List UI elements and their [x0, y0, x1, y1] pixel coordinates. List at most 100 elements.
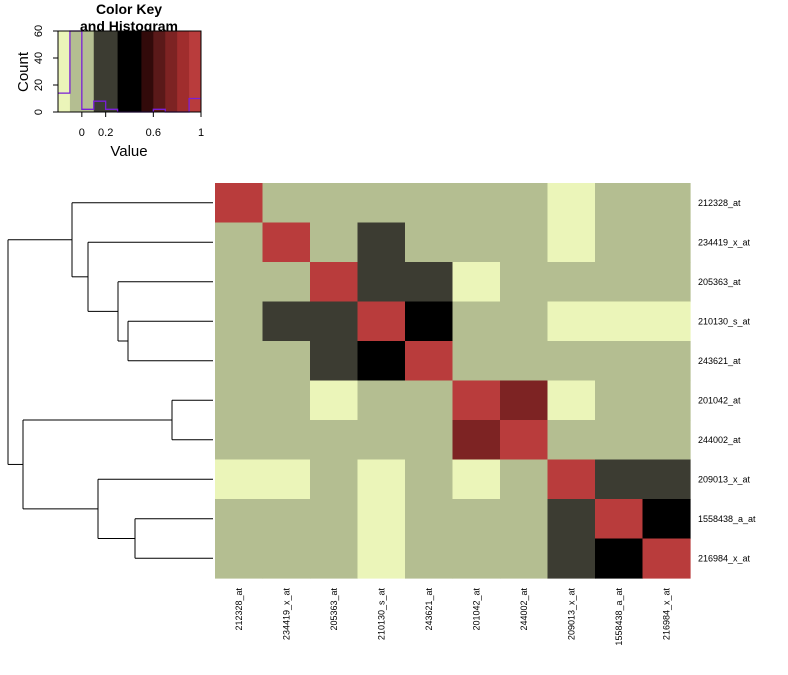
color-key-swatch — [69, 31, 83, 112]
heatmap-cell — [357, 183, 406, 224]
color-key-swatch — [177, 31, 190, 112]
row-label: 243621_at — [698, 356, 741, 366]
heatmap-cell — [500, 341, 549, 382]
heatmap-cell — [310, 222, 359, 263]
heatmap-cell — [500, 380, 549, 421]
heatmap-cell — [405, 262, 454, 303]
column-label: 209013_x_at — [566, 588, 576, 641]
heatmap-cell — [452, 262, 501, 303]
heatmap-cell — [262, 420, 311, 461]
heatmap-cell — [310, 301, 359, 342]
heatmap-cell — [310, 341, 359, 382]
y-tick-label: 0 — [33, 109, 45, 115]
heatmap-cell — [357, 459, 406, 500]
heatmap-cell — [405, 380, 454, 421]
heatmap-cell — [595, 538, 644, 579]
x-tick-label: 1 — [198, 127, 204, 139]
heatmap-cell — [215, 420, 264, 461]
heatmap-cell — [215, 341, 264, 382]
heatmap-cell — [405, 420, 454, 461]
row-label: 244002_at — [698, 435, 741, 445]
heatmap-cell — [452, 183, 501, 224]
row-label: 205363_at — [698, 277, 741, 287]
column-label: 216984_x_at — [661, 588, 671, 641]
heatmap-cell — [547, 420, 596, 461]
heatmap-cell — [310, 380, 359, 421]
column-label: 212328_at — [234, 588, 244, 631]
heatmap-cell — [262, 499, 311, 540]
heatmap-cell — [595, 380, 644, 421]
heatmap-cell — [405, 538, 454, 579]
heatmap-cell — [310, 499, 359, 540]
color-key-swatch — [105, 31, 119, 112]
heatmap-cell — [642, 262, 691, 303]
heatmap-cell — [215, 538, 264, 579]
heatmap-cell — [405, 301, 454, 342]
heatmap-cell — [500, 183, 549, 224]
heatmap-cell — [405, 459, 454, 500]
heatmap-cell — [357, 301, 406, 342]
heatmap-cell — [357, 341, 406, 382]
heatmap-cell — [500, 499, 549, 540]
heatmap-cell — [547, 538, 596, 579]
heatmap-cell — [262, 380, 311, 421]
heatmap-cell — [452, 420, 501, 461]
column-label: 210130_s_at — [376, 588, 386, 641]
heatmap-cell — [642, 459, 691, 500]
color-key-x-axis-label: Value — [110, 143, 147, 160]
heatmap-cell — [547, 262, 596, 303]
x-tick-label: 0 — [79, 127, 85, 139]
heatmap-row-labels: 212328_at 234419_x_at 205363_at 210130_s_at… — [698, 198, 756, 564]
column-label: 243621_at — [424, 588, 434, 631]
heatmap-cell — [500, 538, 549, 579]
row-label: 212328_at — [698, 198, 741, 208]
y-tick-label: 40 — [33, 52, 45, 64]
color-key-y-axis-label: Count — [15, 51, 32, 92]
heatmap-cell — [595, 420, 644, 461]
heatmap-cell — [310, 183, 359, 224]
column-label: 205363_at — [329, 588, 339, 631]
heatmap-cell — [642, 499, 691, 540]
color-key-frame — [57, 30, 202, 113]
heatmap-cell — [500, 420, 549, 461]
heatmap-cell — [215, 262, 264, 303]
color-key-swatch — [58, 31, 71, 112]
heatmap-cell — [595, 459, 644, 500]
heatmap-cell — [595, 499, 644, 540]
heatmap-cell — [215, 183, 264, 224]
x-tick-label: 0.2 — [98, 127, 113, 139]
column-label: 1558438_a_at — [614, 588, 624, 646]
color-key-swatch — [81, 31, 95, 112]
heatmap-cell — [547, 499, 596, 540]
heatmap-cell — [642, 183, 691, 224]
y-tick-label: 20 — [33, 79, 45, 91]
row-label: 234419_x_at — [698, 237, 751, 247]
heatmap-cell — [215, 301, 264, 342]
heatmap-cell — [547, 341, 596, 382]
color-key-axes: 0 20 40 60 0 0.2 0.6 1 — [33, 25, 204, 139]
column-label: 201042_at — [471, 588, 481, 631]
heatmap-cell — [405, 341, 454, 382]
heatmap-column-labels: 212328_at 234419_x_at 205363_at 210130_s_at… — [234, 588, 672, 646]
heatmap-cell — [357, 222, 406, 263]
heatmap-cell — [595, 183, 644, 224]
color-key-title-line2: and Histogram — [80, 18, 178, 34]
color-key-strip — [58, 31, 202, 112]
heatmap-cell — [595, 341, 644, 382]
row-label: 201042_at — [698, 395, 741, 405]
heatmap-cell — [642, 420, 691, 461]
heatmap-cell — [642, 538, 691, 579]
heatmap-cell — [452, 380, 501, 421]
heatmap-cell — [310, 459, 359, 500]
heatmap-cell — [310, 420, 359, 461]
color-key-swatch — [189, 31, 202, 112]
heatmap-cell — [215, 459, 264, 500]
heatmap-cell — [262, 262, 311, 303]
heatmap-cell — [357, 538, 406, 579]
heatmap-cell — [500, 262, 549, 303]
heatmap-cell — [452, 538, 501, 579]
column-label: 244002_at — [519, 588, 529, 631]
heatmap-cell — [262, 222, 311, 263]
heatmap-cell — [452, 222, 501, 263]
heatmap-cell — [310, 538, 359, 579]
